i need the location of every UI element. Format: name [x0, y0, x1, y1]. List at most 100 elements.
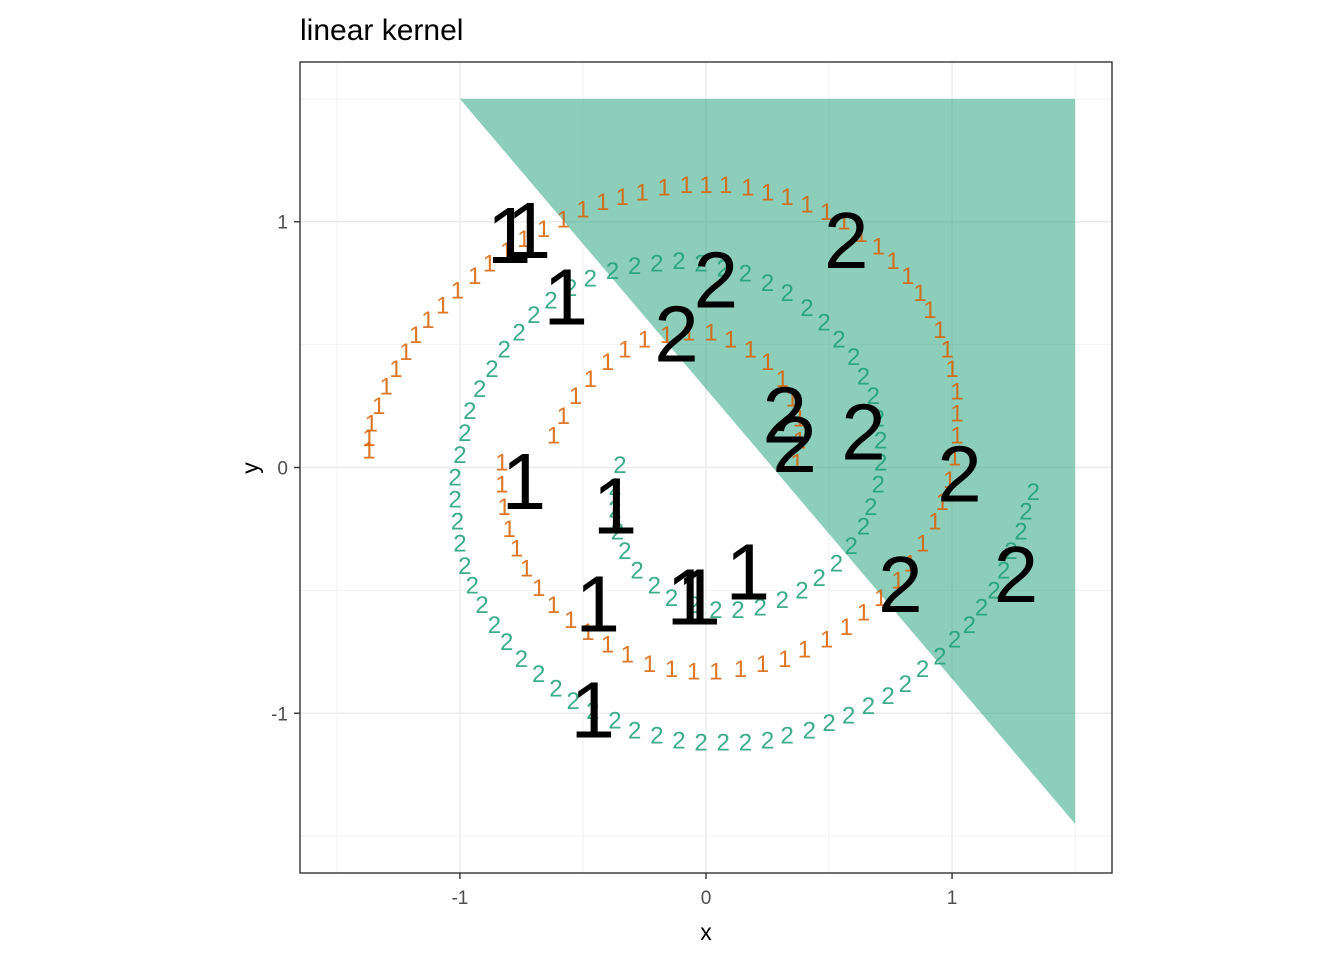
data-point-class-1: 1: [365, 410, 378, 437]
data-point-class-1: 1: [495, 472, 508, 499]
data-point-class-1: 1: [500, 238, 513, 265]
support-vector-label: 2: [878, 540, 923, 629]
data-point-class-2: 2: [800, 295, 813, 322]
x-tick-label: -1: [451, 888, 468, 909]
data-point-class-1: 1: [616, 184, 629, 211]
data-point-class-1: 1: [687, 658, 700, 685]
data-point-class-2: 2: [630, 558, 643, 585]
data-point-class-1: 1: [837, 209, 850, 236]
support-vector-label: 2: [824, 196, 869, 285]
data-point-class-1: 1: [724, 327, 737, 354]
data-point-class-1: 1: [601, 631, 614, 658]
data-point-class-1: 1: [699, 172, 712, 199]
data-point-class-1: 1: [761, 349, 774, 376]
data-point-class-2: 2: [813, 565, 826, 592]
data-point-class-1: 1: [502, 516, 515, 543]
data-point-class-2: 2: [586, 698, 599, 725]
data-point-class-2: 2: [832, 327, 845, 354]
data-point-class-1: 1: [576, 196, 589, 223]
data-point-class-1: 1: [785, 386, 798, 413]
data-point-class-1: 1: [741, 174, 754, 201]
data-point-class-1: 1: [532, 575, 545, 602]
data-point-class-1: 1: [923, 297, 936, 324]
data-point-class-1: 1: [517, 226, 530, 253]
data-point-class-2: 2: [687, 592, 700, 619]
support-vector-label: 1: [543, 252, 588, 341]
data-point-class-2: 2: [709, 597, 722, 624]
data-point-class-2: 2: [874, 450, 887, 477]
data-point-class-2: 2: [916, 656, 929, 683]
data-point-class-2: 2: [776, 587, 789, 614]
data-point-class-2: 2: [608, 474, 621, 501]
data-point-class-2: 2: [448, 464, 461, 491]
data-point-class-2: 2: [844, 533, 857, 560]
data-point-class-1: 1: [776, 366, 789, 393]
data-point-class-2: 2: [672, 727, 685, 754]
data-point-class-1: 1: [756, 651, 769, 678]
data-point-class-2: 2: [822, 710, 835, 737]
axes: -1 0 1 -1 0 1: [271, 213, 957, 909]
data-point-class-2: 2: [485, 356, 498, 383]
data-point-class-1: 1: [483, 251, 496, 278]
data-point-class-2: 2: [1027, 479, 1040, 506]
data-point-class-2: 2: [672, 248, 685, 275]
data-point-class-2: 2: [817, 310, 830, 337]
data-point-class-2: 2: [451, 509, 464, 536]
data-point-class-2: 2: [987, 577, 1000, 604]
data-point-class-1: 1: [744, 337, 757, 364]
support-vector-label: 1: [507, 186, 552, 275]
data-points: 2222222222222222222222222222222222222222…: [362, 172, 1040, 757]
data-point-class-2: 2: [564, 275, 577, 302]
data-point-class-1: 1: [547, 592, 560, 619]
data-point-class-2: 2: [584, 265, 597, 292]
data-point-class-2: 2: [532, 661, 545, 688]
data-point-class-1: 1: [778, 646, 791, 673]
data-point-class-2: 2: [463, 398, 476, 425]
data-point-class-2: 2: [515, 646, 528, 673]
data-point-class-1: 1: [820, 627, 833, 654]
data-point-class-1: 1: [936, 489, 949, 516]
support-vector-label: 2: [994, 530, 1039, 619]
data-point-class-1: 1: [638, 327, 651, 354]
data-point-class-2: 2: [948, 627, 961, 654]
data-point-class-1: 1: [950, 423, 963, 450]
data-point-class-2: 2: [867, 383, 880, 410]
data-point-class-2: 2: [453, 531, 466, 558]
data-point-class-2: 2: [448, 486, 461, 513]
data-point-class-2: 2: [613, 452, 626, 479]
support-vector-label: 2: [772, 400, 817, 489]
data-point-class-1: 1: [793, 427, 806, 454]
support-vector-label: 1: [593, 461, 638, 550]
data-point-class-1: 1: [928, 509, 941, 536]
data-point-class-2: 2: [795, 577, 808, 604]
data-point-class-2: 2: [997, 558, 1010, 585]
data-point-class-2: 2: [611, 518, 624, 545]
data-point-class-2: 2: [857, 364, 870, 391]
data-point-class-1: 1: [820, 199, 833, 226]
data-point-class-2: 2: [453, 442, 466, 469]
data-point-class-1: 1: [451, 278, 464, 305]
data-point-class-1: 1: [798, 636, 811, 663]
y-tick-label: 0: [277, 459, 288, 480]
support-vector-label: 1: [487, 191, 532, 280]
support-vector-label: 1: [667, 552, 712, 641]
data-point-class-2: 2: [628, 717, 641, 744]
data-point-class-2: 2: [694, 251, 707, 278]
data-point-class-2: 2: [857, 513, 870, 540]
data-point-class-1: 1: [660, 322, 673, 349]
data-point-class-1: 1: [840, 614, 853, 641]
data-point-class-1: 1: [901, 263, 914, 290]
data-point-class-2: 2: [466, 572, 479, 599]
data-point-class-1: 1: [635, 179, 648, 206]
data-point-class-1: 1: [854, 221, 867, 248]
data-point-class-1: 1: [665, 656, 678, 683]
support-vector-label: 1: [571, 665, 616, 754]
data-point-class-1: 1: [547, 423, 560, 450]
data-point-class-2: 2: [544, 287, 557, 314]
data-point-class-2: 2: [842, 703, 855, 730]
data-point-class-1: 1: [872, 233, 885, 260]
data-point-class-1: 1: [468, 263, 481, 290]
data-point-class-2: 2: [650, 251, 663, 278]
